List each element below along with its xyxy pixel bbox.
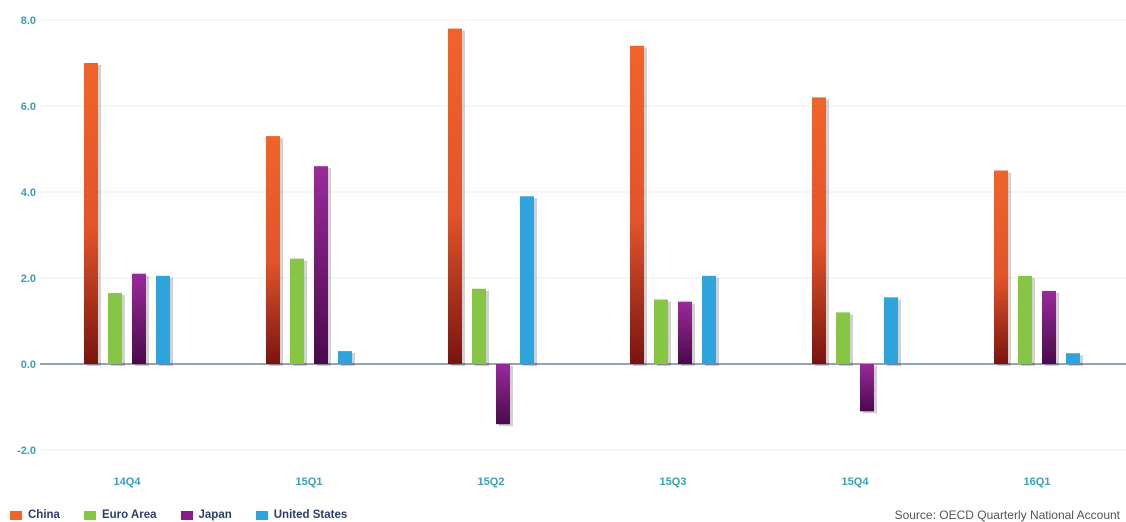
bar-china-15q2 xyxy=(448,28,462,364)
x-tick-label: 14Q4 xyxy=(114,476,142,488)
legend-item-japan: Japan xyxy=(180,509,232,521)
legend-swatch-euro-area xyxy=(83,510,96,520)
x-tick-label: 15Q4 xyxy=(842,476,870,488)
y-tick-label: 4.0 xyxy=(21,187,36,199)
bar-china-14q4 xyxy=(84,63,98,364)
y-tick-label: 6.0 xyxy=(21,101,36,113)
bar-china-15q1 xyxy=(266,136,280,364)
y-tick-label: -2.0 xyxy=(17,445,36,457)
legend-label-euro-area: Euro Area xyxy=(101,509,157,521)
source-note: Source: OECD Quarterly National Account xyxy=(894,508,1120,522)
x-tick-label: 15Q3 xyxy=(660,476,687,488)
y-tick-label: 2.0 xyxy=(21,273,36,285)
bar-united-states-16q1 xyxy=(1066,353,1080,364)
bar-china-16q1 xyxy=(994,170,1008,364)
bar-japan-15q1 xyxy=(314,166,328,364)
legend: China Euro Area Japan United States xyxy=(10,508,347,522)
bar-united-states-15q2 xyxy=(520,196,534,364)
bar-united-states-15q4 xyxy=(884,297,898,364)
bar-japan-15q4 xyxy=(860,364,874,412)
bar-euro-area-15q3 xyxy=(654,299,668,364)
legend-item-euro-area: Euro Area xyxy=(83,509,157,521)
bar-japan-14q4 xyxy=(132,273,146,364)
bar-japan-15q2 xyxy=(496,364,510,425)
legend-label-china: China xyxy=(28,509,60,521)
bar-united-states-15q1 xyxy=(338,351,352,364)
bar-euro-area-16q1 xyxy=(1018,275,1032,364)
y-tick-label: 8.0 xyxy=(21,15,36,27)
x-tick-label: 15Q1 xyxy=(296,476,323,488)
legend-item-united-states: United States xyxy=(255,509,348,521)
bars xyxy=(84,28,1083,427)
bar-china-15q4 xyxy=(812,97,826,365)
bar-euro-area-15q2 xyxy=(472,288,486,364)
bar-euro-area-15q1 xyxy=(290,258,304,364)
x-axis-ticks: 14Q4 15Q1 15Q2 15Q3 15Q4 16Q1 xyxy=(114,476,1051,488)
legend-label-united-states: United States xyxy=(273,509,348,521)
bar-united-states-15q3 xyxy=(702,275,716,364)
y-axis-ticks: 8.0 6.0 4.0 2.0 0.0 -2.0 xyxy=(17,15,36,457)
bar-china-15q3 xyxy=(630,45,644,365)
bar-euro-area-14q4 xyxy=(108,293,122,364)
bar-japan-16q1 xyxy=(1042,290,1056,364)
legend-label-japan: Japan xyxy=(198,509,232,521)
legend-item-china: China xyxy=(10,509,60,521)
bar-united-states-14q4 xyxy=(156,275,170,364)
bar-euro-area-15q4 xyxy=(836,312,850,364)
x-tick-label: 15Q2 xyxy=(478,476,505,488)
legend-swatch-china xyxy=(10,510,22,520)
y-tick-label: 0.0 xyxy=(21,359,36,371)
legend-swatch-united-states xyxy=(255,510,268,520)
x-tick-label: 16Q1 xyxy=(1024,476,1051,488)
bar-japan-15q3 xyxy=(678,301,692,364)
legend-swatch-japan xyxy=(180,510,193,520)
gridlines xyxy=(40,19,1126,451)
